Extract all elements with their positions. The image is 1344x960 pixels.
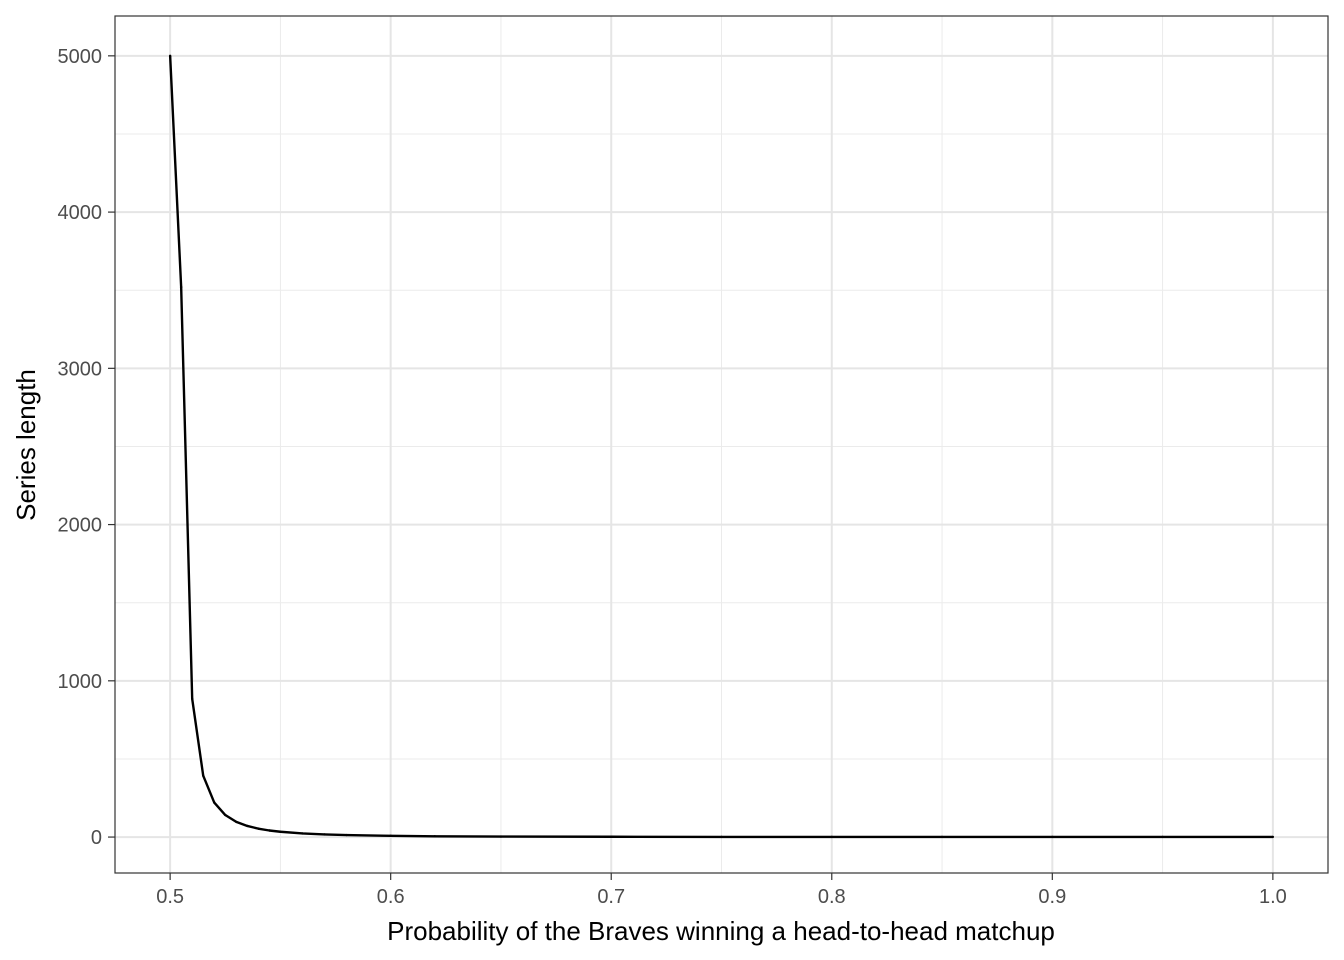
y-tick-label: 2000	[58, 515, 103, 537]
x-tick-label: 0.7	[597, 886, 625, 908]
data-point	[301, 832, 304, 835]
plot-panel	[114, 15, 1329, 874]
x-axis: 0.5 0.6 0.7 0.8 0.9 1.0	[156, 873, 1287, 908]
data-point	[257, 827, 260, 830]
y-axis: 0 1000 2000 3000 4000 5000	[58, 46, 115, 849]
data-point	[202, 774, 205, 777]
minor-gridlines	[115, 16, 1328, 873]
data-point	[433, 835, 436, 838]
data-point	[830, 835, 833, 839]
data-point	[389, 834, 392, 838]
y-tick-label: 0	[91, 827, 102, 849]
data-point	[235, 820, 238, 824]
y-tick-label: 4000	[58, 202, 103, 224]
series-layer	[168, 54, 1275, 839]
data-point	[499, 835, 503, 838]
y-axis-title: Series length	[11, 369, 41, 521]
x-tick-label: 0.9	[1038, 886, 1066, 908]
data-point	[168, 54, 172, 58]
data-point	[224, 813, 227, 817]
x-axis-title: Probability of the Braves winning a head…	[387, 916, 1055, 946]
data-point	[940, 835, 944, 839]
x-tick-label: 0.6	[377, 886, 405, 908]
x-tick-label: 0.5	[156, 886, 184, 908]
data-point	[1271, 835, 1275, 839]
series-line	[168, 55, 1273, 839]
x-tick-label: 0.8	[818, 886, 846, 908]
y-tick-label: 1000	[58, 671, 103, 693]
data-point	[213, 801, 216, 804]
data-point	[190, 697, 194, 700]
data-point	[720, 835, 723, 839]
data-point	[1161, 835, 1164, 839]
data-point	[279, 830, 282, 833]
x-tick-label: 1.0	[1259, 886, 1287, 908]
y-tick-label: 3000	[58, 358, 103, 380]
data-point	[179, 285, 183, 289]
data-point	[610, 835, 613, 838]
data-point	[268, 829, 271, 832]
data-point	[345, 833, 348, 837]
y-tick-label: 5000	[58, 46, 103, 68]
data-point	[323, 833, 326, 836]
panel-border	[114, 15, 1329, 874]
major-gridlines	[115, 16, 1328, 873]
data-point	[1051, 835, 1054, 839]
data-point	[246, 824, 249, 828]
